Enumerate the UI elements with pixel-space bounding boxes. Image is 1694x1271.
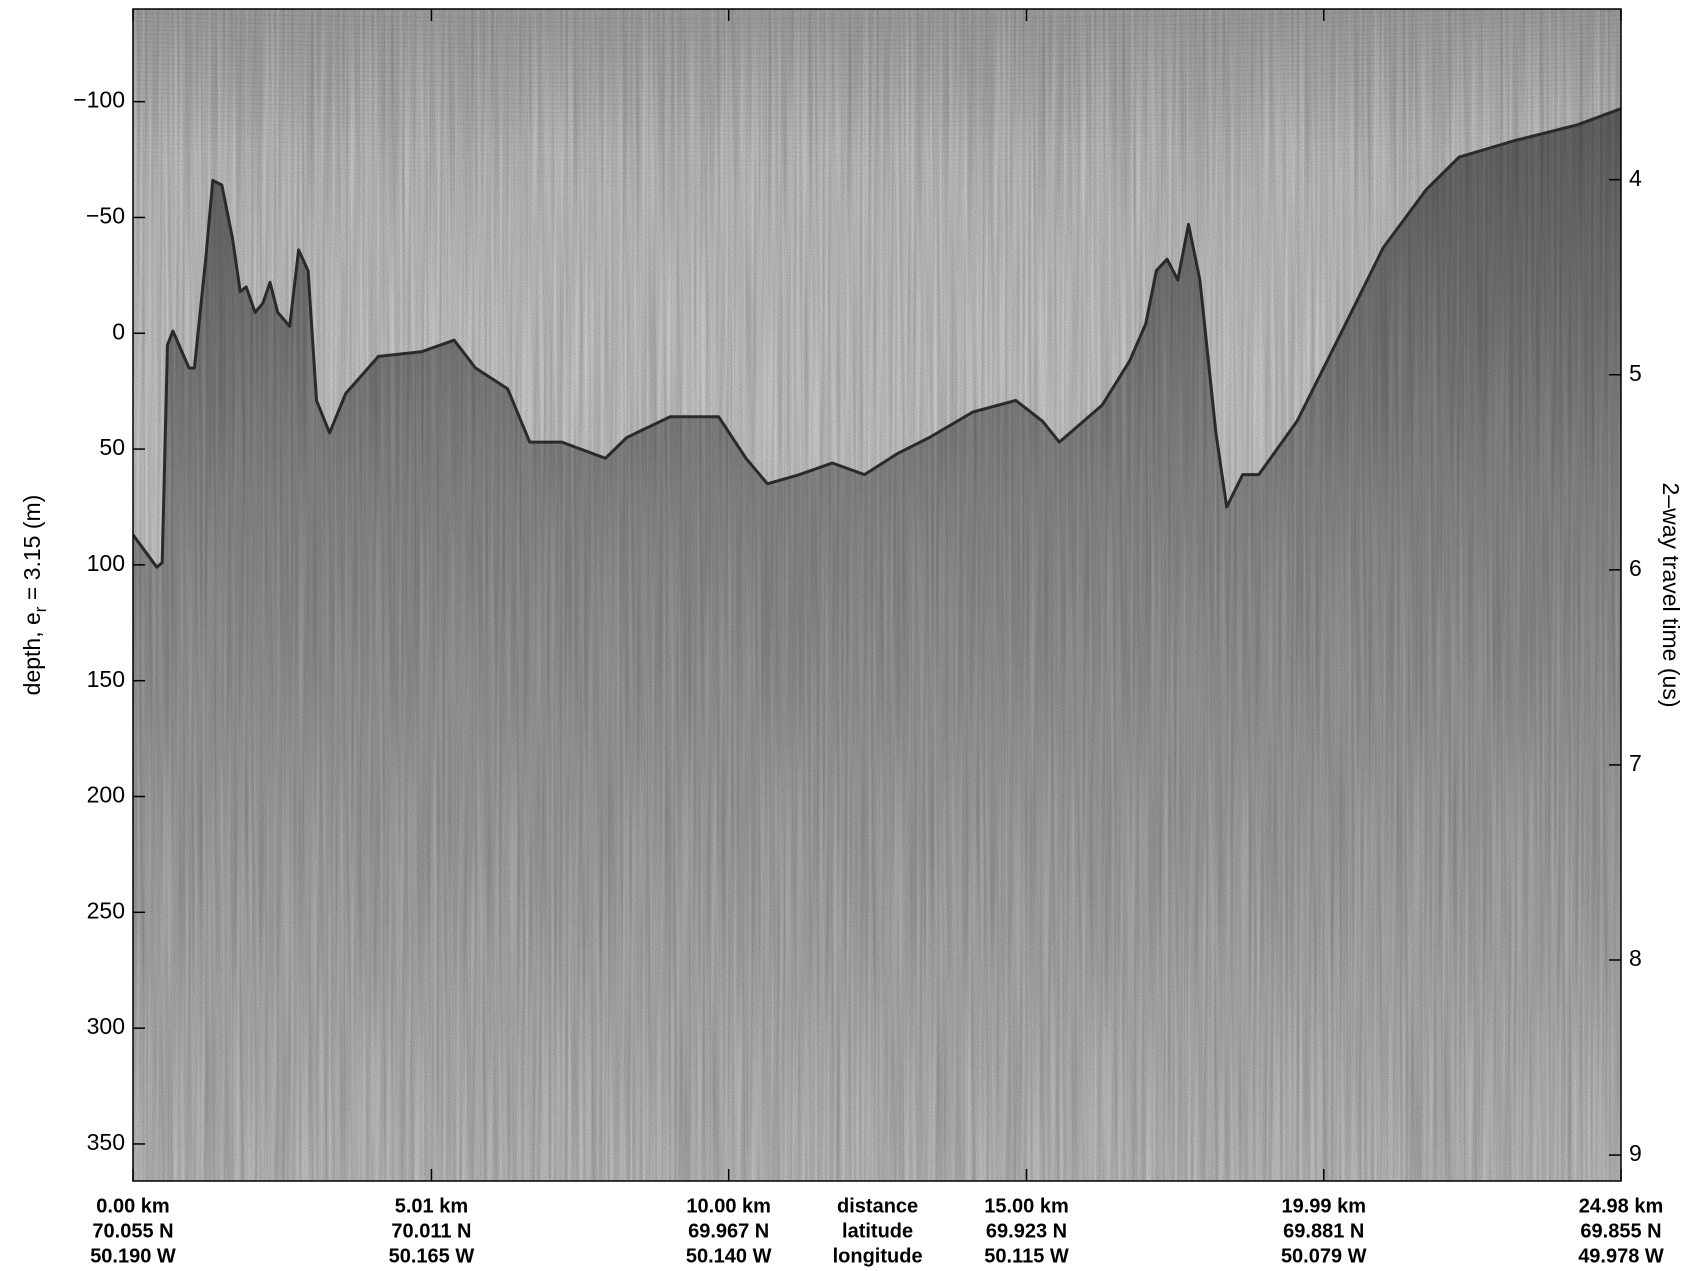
y2-tick-label: 9 xyxy=(1629,1140,1642,1166)
x-tick-latitude: 70.055 N xyxy=(92,1220,173,1242)
x-row-label: distance xyxy=(837,1195,918,1217)
x-tick-longitude: 50.140 W xyxy=(686,1245,772,1267)
y-tick-label: 50 xyxy=(99,434,125,460)
y-label-main: depth, e xyxy=(19,612,45,695)
x-tick-label: 10.00 km xyxy=(686,1195,771,1217)
x-tick-label: 15.00 km xyxy=(984,1195,1069,1217)
y-tick-label: −50 xyxy=(86,203,125,229)
y-tick-label: 250 xyxy=(87,897,125,923)
y2-axis-label: 2–way travel time (us) xyxy=(1658,483,1684,708)
y-tick-label: 300 xyxy=(87,1013,125,1039)
y-label-end: = 3.15 (m) xyxy=(19,495,45,607)
y-tick-label: 200 xyxy=(87,782,125,808)
x-tick-longitude: 50.190 W xyxy=(90,1245,176,1267)
x-tick-latitude: 70.011 N xyxy=(391,1220,471,1242)
x-tick-label: 0.00 km xyxy=(96,1195,169,1217)
y-tick-label: 150 xyxy=(87,666,125,692)
x-tick-longitude: 49.978 W xyxy=(1578,1245,1664,1267)
x-tick-longitude: 50.165 W xyxy=(389,1245,475,1267)
y2-tick-label: 7 xyxy=(1629,750,1642,776)
x-tick-longitude: 50.079 W xyxy=(1281,1245,1367,1267)
x-tick-label: 5.01 km xyxy=(395,1195,468,1217)
y2-tick-label: 6 xyxy=(1629,555,1642,581)
y-axis-label: depth, er = 3.15 (m) xyxy=(19,495,50,696)
x-tick-longitude: 50.115 W xyxy=(984,1245,1069,1267)
y2-tick-label: 5 xyxy=(1629,360,1642,386)
y2-tick-label: 4 xyxy=(1629,165,1642,191)
y-tick-label: 0 xyxy=(112,318,125,344)
y-label-sub: r xyxy=(31,606,50,612)
x-row-label: latitude xyxy=(842,1220,913,1242)
x-tick-label: 19.99 km xyxy=(1281,1195,1366,1217)
x-tick-latitude: 69.967 N xyxy=(688,1220,769,1242)
plot-frame xyxy=(132,8,1622,1182)
x-tick-latitude: 69.923 N xyxy=(986,1220,1067,1242)
x-tick-latitude: 69.881 N xyxy=(1283,1220,1364,1242)
bed-reflector xyxy=(133,107,1621,569)
y-tick-label: 100 xyxy=(87,550,125,576)
grain-texture xyxy=(133,9,1621,1181)
y2-tick-label: 8 xyxy=(1629,945,1642,971)
x-row-label: longitude xyxy=(833,1245,923,1267)
y-tick-label: 350 xyxy=(87,1129,125,1155)
y-tick-label: −100 xyxy=(73,87,125,113)
x-tick-latitude: 69.855 N xyxy=(1580,1220,1661,1242)
x-tick-label: 24.98 km xyxy=(1579,1195,1664,1217)
plot-area xyxy=(133,9,1621,1181)
